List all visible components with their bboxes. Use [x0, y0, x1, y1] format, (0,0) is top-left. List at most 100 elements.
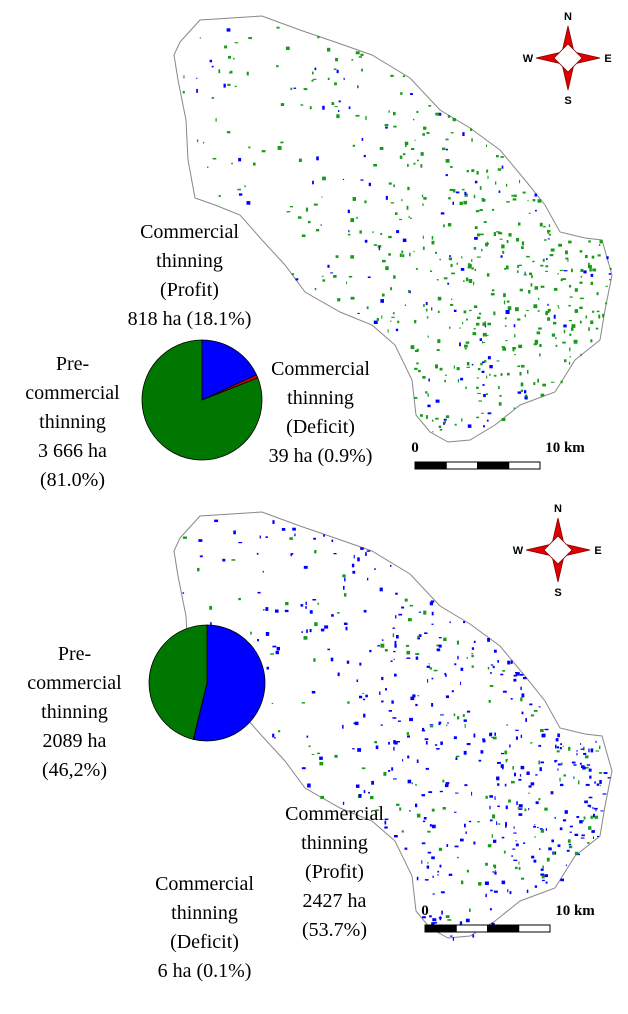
patch [499, 395, 502, 397]
patch [300, 104, 304, 106]
patch [590, 748, 594, 753]
patch [424, 632, 428, 634]
patch [547, 303, 549, 306]
patch [558, 243, 562, 247]
patch [568, 304, 571, 307]
patch [343, 622, 348, 625]
patch [579, 820, 583, 824]
patch [452, 201, 454, 205]
patch [517, 265, 520, 268]
patch [462, 322, 464, 325]
patch [517, 391, 522, 394]
patch [469, 908, 471, 912]
patch [352, 144, 355, 147]
patch [477, 316, 481, 320]
slice-name: Pre-commercial thinning [27, 643, 122, 723]
patch [312, 180, 314, 185]
patch [374, 568, 376, 570]
patch [437, 310, 440, 313]
patch [314, 67, 317, 71]
patch [560, 380, 563, 384]
patch [395, 212, 398, 215]
patch [445, 174, 448, 177]
patch [234, 42, 239, 44]
patch [479, 233, 484, 236]
patch [376, 318, 379, 321]
patch [515, 729, 519, 731]
patch [502, 250, 505, 254]
patch [337, 672, 340, 677]
patch [563, 270, 568, 272]
patch [504, 750, 508, 755]
patch [416, 876, 419, 881]
patch [360, 53, 364, 56]
patch [476, 322, 480, 326]
patch [463, 750, 467, 755]
patch [473, 640, 476, 643]
patch [401, 606, 405, 609]
patch [422, 133, 425, 136]
patch [491, 736, 493, 739]
patch [568, 361, 571, 365]
patch [565, 257, 569, 260]
patch [459, 342, 461, 347]
patch [459, 327, 461, 329]
patch [461, 256, 463, 259]
patch [261, 150, 266, 153]
patch [431, 824, 436, 829]
patch [485, 393, 488, 395]
patch [385, 266, 389, 271]
patch [476, 233, 481, 237]
patch [483, 394, 486, 398]
patch [580, 275, 583, 278]
patch [422, 820, 426, 823]
patch [417, 159, 419, 162]
patch [609, 267, 612, 270]
patch [581, 765, 585, 768]
patch [346, 281, 348, 285]
patch [396, 741, 400, 743]
patch [559, 269, 564, 271]
patch [226, 28, 231, 32]
patch [422, 727, 425, 731]
patch [211, 65, 214, 68]
patch [515, 736, 518, 740]
patch [494, 871, 497, 875]
patch [423, 126, 427, 130]
patch [327, 648, 330, 651]
patch [502, 347, 507, 351]
patch [306, 735, 309, 738]
patch [297, 216, 302, 219]
patch [426, 415, 428, 419]
patch [518, 808, 523, 810]
patch [429, 601, 434, 606]
patch [556, 746, 559, 749]
patch [593, 813, 595, 818]
patch [520, 389, 523, 393]
patch [450, 132, 454, 134]
patch [231, 559, 236, 561]
patch [284, 609, 289, 613]
slice-value: 39 ha (0.9%) [268, 445, 373, 467]
patch [445, 159, 450, 163]
patch [482, 738, 485, 741]
patch [599, 745, 601, 750]
patch [512, 348, 515, 352]
patch [460, 681, 462, 685]
patch [413, 118, 415, 121]
patch [438, 847, 443, 851]
patch [323, 534, 325, 537]
patch [524, 390, 527, 394]
patch [425, 308, 428, 312]
patch [454, 663, 457, 666]
patch [541, 874, 544, 876]
patch [523, 842, 526, 844]
patch [405, 143, 407, 147]
patch [436, 748, 440, 750]
patch [539, 848, 541, 850]
patch [577, 853, 581, 856]
patch [438, 637, 442, 639]
patch [506, 724, 508, 726]
patch [440, 891, 445, 894]
patch [432, 893, 435, 895]
